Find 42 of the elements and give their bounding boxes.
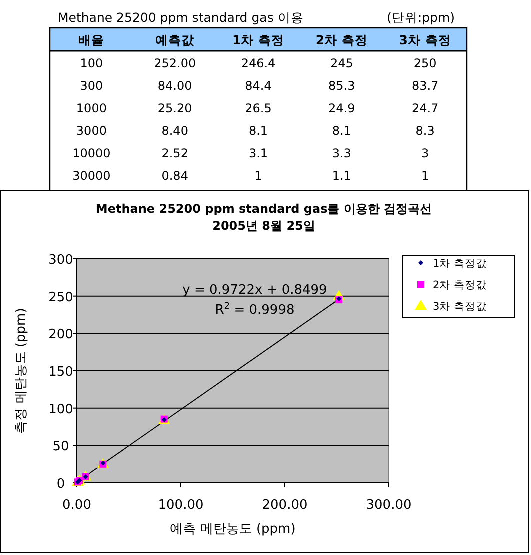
annotation: 85.3: [328, 78, 356, 93]
annotation: 83.7: [412, 78, 439, 93]
annotation: 예측값: [156, 32, 195, 48]
annotation: 3: [421, 146, 430, 160]
annotation: 30000: [72, 168, 111, 183]
annotation: 배율: [78, 32, 105, 48]
annotation: 26.5: [245, 101, 272, 116]
annotation: 25.20: [158, 101, 192, 116]
annotation: 252.00: [154, 56, 196, 70]
annotation: 24.7: [412, 101, 439, 116]
annotation: 2.52: [162, 146, 188, 160]
annotation: 84.4: [245, 78, 272, 93]
annotation: 3.3: [332, 146, 352, 160]
annotation: 10000: [72, 146, 111, 160]
ylabel: 측정 메탄농도 (ppm): [14, 308, 29, 434]
annotation: 3차 측정: [399, 32, 452, 48]
annotation: 24.9: [328, 101, 356, 116]
annotation: 245: [330, 56, 354, 70]
annotation: 3.1: [248, 146, 268, 160]
annotation: 1: [254, 168, 262, 183]
title: Methane 25200 ppm standard gas를 이용한 검정곡선: [96, 202, 432, 216]
xlabel: 예측 메탄농도 (ppm): [170, 522, 296, 537]
annotation: 8.40: [162, 124, 188, 138]
annotation: 8.3: [416, 124, 435, 138]
annotation: 250: [414, 56, 437, 70]
annotation: 84.00: [158, 78, 192, 93]
annotation: 100: [80, 56, 104, 70]
annotation: 1000: [76, 101, 107, 116]
annotation: R$^{2}$ = 0.9998: [215, 302, 295, 318]
annotation: 1.1: [332, 168, 352, 183]
annotation: 2차 측정: [316, 32, 368, 48]
subtitle: (단위:ppm): [386, 10, 455, 25]
subtitle: 2005년 8월 25일: [212, 219, 316, 233]
annotation: 8.1: [248, 124, 268, 138]
title: Methane 25200 ppm standard gas 이용: [58, 10, 304, 25]
annotation: 1: [421, 168, 430, 183]
annotation: 0.84: [162, 168, 188, 183]
annotation: 300: [80, 78, 104, 93]
annotation: 3000: [76, 124, 107, 138]
annotation: 246.4: [241, 56, 276, 70]
annotation: 8.1: [332, 124, 352, 138]
annotation: 1차 측정: [232, 32, 285, 48]
